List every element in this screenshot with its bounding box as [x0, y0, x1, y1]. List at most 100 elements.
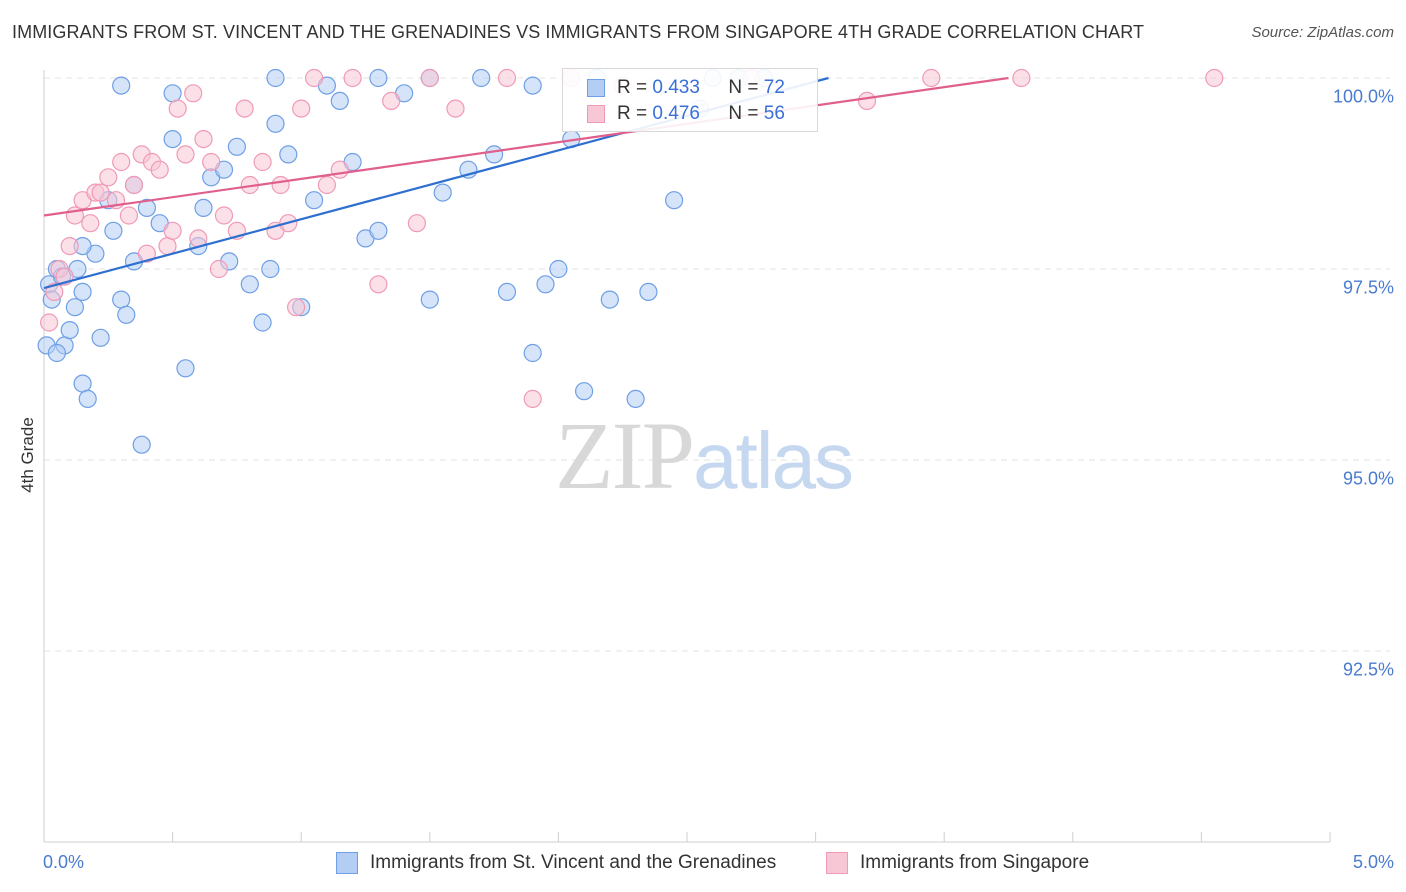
- point-singapore: [420, 68, 439, 88]
- point-st-vincent: [279, 145, 298, 164]
- gridlines: [44, 77, 1390, 652]
- point-st-vincent: [639, 282, 658, 301]
- point-st-vincent: [266, 68, 285, 88]
- point-st-vincent: [261, 259, 280, 279]
- y-tick-label-97-5: 97.5%: [1342, 277, 1394, 298]
- trend-lines: [43, 76, 1009, 290]
- point-singapore: [150, 160, 169, 179]
- point-st-vincent: [536, 275, 555, 294]
- point-singapore: [214, 206, 234, 225]
- bottom-legend-swatch-blue: [336, 852, 358, 874]
- point-st-vincent: [163, 130, 182, 149]
- point-st-vincent: [132, 435, 151, 454]
- point-st-vincent: [485, 145, 504, 164]
- bottom-legend-singapore: Immigrants from Singapore: [826, 852, 1089, 874]
- point-st-vincent: [253, 313, 272, 332]
- bottom-legend-label-singapore: Immigrants from Singapore: [860, 852, 1090, 873]
- point-st-vincent: [117, 305, 136, 324]
- legend-r-value: 0.476: [652, 103, 700, 124]
- point-singapore: [287, 298, 306, 317]
- legend-row-singapore: R = 0.476 N = 56: [587, 102, 785, 126]
- point-singapore: [343, 68, 362, 88]
- x-tick-label-max: 5.0%: [1352, 852, 1394, 872]
- point-singapore: [202, 152, 221, 172]
- point-singapore: [163, 221, 182, 240]
- point-st-vincent: [369, 68, 388, 88]
- correlation-legend: R = 0.433 N = 72 R = 0.476 N = 56: [562, 68, 818, 132]
- x-tick-label-min: 0.0%: [43, 852, 85, 872]
- point-st-vincent: [266, 114, 285, 133]
- point-singapore: [292, 99, 311, 118]
- trend-line-singapore: [43, 76, 1009, 217]
- point-singapore: [271, 175, 290, 195]
- point-st-vincent: [626, 389, 645, 408]
- point-singapore: [45, 282, 64, 301]
- point-st-vincent: [47, 343, 67, 363]
- point-st-vincent: [104, 221, 123, 240]
- chart-title: IMMIGRANTS FROM ST. VINCENT AND THE GREN…: [12, 22, 1145, 42]
- point-st-vincent: [163, 84, 182, 103]
- point-singapore: [407, 214, 426, 233]
- point-st-vincent: [176, 359, 195, 378]
- legend-n-value: 72: [763, 77, 785, 98]
- point-singapore: [81, 214, 100, 233]
- point-st-vincent: [523, 343, 542, 363]
- point-st-vincent: [194, 198, 213, 217]
- legend-n-label: N =: [728, 77, 764, 98]
- y-tick-label-100: 100.0%: [1332, 86, 1394, 107]
- point-singapore: [184, 84, 203, 103]
- watermark-atlas: atlas: [693, 416, 854, 505]
- point-singapore: [330, 160, 349, 179]
- point-st-vincent: [73, 282, 92, 301]
- point-singapore: [39, 313, 59, 332]
- point-st-vincent: [227, 137, 246, 156]
- point-singapore: [168, 99, 187, 118]
- legend-r-label: R =: [617, 77, 653, 98]
- point-singapore: [523, 389, 542, 408]
- watermark: ZIPatlas: [555, 400, 854, 511]
- point-singapore: [1205, 68, 1224, 88]
- point-st-vincent: [600, 290, 619, 309]
- point-st-vincent: [305, 191, 324, 210]
- y-tick-label-92-5: 92.5%: [1342, 659, 1394, 680]
- bottom-legend-swatch-pink: [826, 852, 848, 874]
- y-axis-label: 4th Grade: [18, 417, 37, 493]
- legend-swatch-pink: [587, 105, 605, 123]
- point-singapore: [253, 152, 272, 172]
- point-singapore: [119, 206, 138, 225]
- point-singapore: [112, 152, 131, 172]
- point-singapore: [305, 68, 324, 88]
- axes: [43, 70, 1331, 843]
- legend-swatch-blue: [587, 79, 605, 97]
- legend-n-label: N =: [728, 103, 764, 124]
- bottom-legend-label-svg: Immigrants from St. Vincent and the Gren…: [370, 852, 777, 873]
- point-singapore: [497, 68, 517, 88]
- point-singapore: [176, 145, 195, 164]
- point-st-vincent: [664, 191, 684, 210]
- point-st-vincent: [78, 389, 97, 408]
- point-singapore: [91, 183, 110, 202]
- point-st-vincent: [433, 183, 452, 202]
- point-singapore: [124, 175, 144, 195]
- point-singapore: [137, 244, 156, 263]
- legend-r-label: R =: [617, 103, 653, 124]
- watermark-zip: ZIP: [555, 402, 695, 509]
- point-singapore: [317, 175, 336, 195]
- point-st-vincent: [549, 259, 568, 279]
- point-st-vincent: [91, 328, 110, 347]
- point-singapore: [446, 99, 465, 118]
- point-singapore: [209, 259, 228, 279]
- point-st-vincent: [497, 282, 517, 301]
- legend-r-value: 0.433: [652, 77, 700, 98]
- point-singapore: [369, 275, 388, 294]
- point-st-vincent: [240, 275, 259, 294]
- point-singapore: [1012, 68, 1031, 88]
- point-st-vincent: [112, 290, 131, 309]
- point-st-vincent: [137, 198, 156, 217]
- point-st-vincent: [60, 321, 79, 340]
- y-tick-label-95: 95.0%: [1342, 468, 1394, 489]
- legend-n-value: 56: [763, 103, 785, 124]
- point-singapore: [60, 237, 79, 256]
- point-st-vincent: [472, 68, 491, 88]
